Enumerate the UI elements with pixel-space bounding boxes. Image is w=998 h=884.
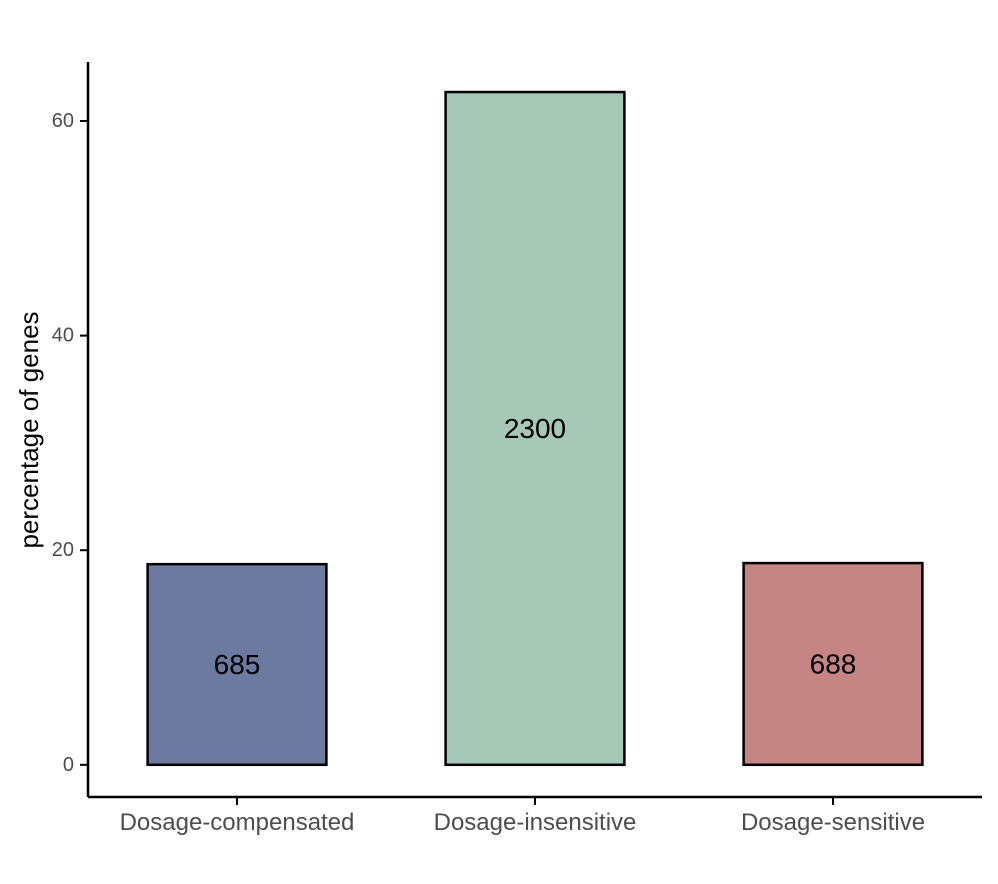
bar-dosage-sensitive bbox=[742, 561, 924, 767]
bars-group bbox=[146, 90, 924, 767]
x-ticks-group: Dosage-compensated Dosage-insensitive Dosa… bbox=[120, 797, 925, 836]
bar-data-label: 688 bbox=[810, 648, 857, 679]
x-tick-label: Dosage-compensated bbox=[120, 809, 355, 836]
y-tick-label: 60 bbox=[52, 110, 74, 132]
y-tick-label: 0 bbox=[63, 754, 74, 776]
y-axis-title: percentage of genes bbox=[14, 311, 44, 548]
bar-data-label: 2300 bbox=[504, 413, 566, 444]
x-tick-label: Dosage-sensitive bbox=[741, 809, 925, 836]
bar-data-label: 685 bbox=[214, 649, 261, 680]
y-tick-label: 40 bbox=[52, 325, 74, 347]
x-tick-label: Dosage-insensitive bbox=[434, 809, 637, 836]
bar-dosage-compensated bbox=[146, 562, 328, 767]
y-tick-label: 20 bbox=[52, 539, 74, 561]
bar-labels-group: 685 2300 688 bbox=[214, 413, 857, 680]
y-ticks-group: 0 20 40 60 bbox=[52, 110, 88, 776]
bar-dosage-insensitive bbox=[444, 90, 626, 767]
